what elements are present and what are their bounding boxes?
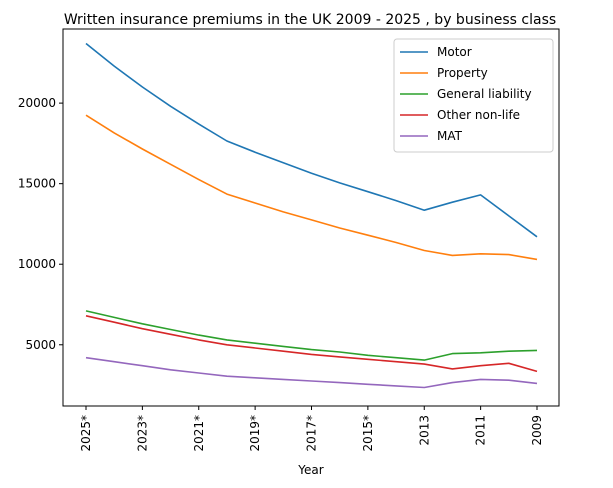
legend-entry-label: Motor [437, 45, 472, 59]
series-line-motor [85, 42, 538, 238]
x-tick-label: 2015* [361, 415, 375, 452]
chart-title: Written insurance premiums in the UK 200… [64, 12, 556, 28]
legend-box [393, 38, 554, 153]
series-line-mat [85, 356, 538, 389]
x-axis: 2025* 2023* 2021* 2019* 2017* 2015* 2013 2011 20… [79, 406, 544, 452]
x-tick-label: 2023* [135, 415, 149, 452]
legend-entry-label: General liability [437, 87, 532, 101]
x-tick-label: 2025* [79, 415, 93, 452]
x-tick-label: 2011 [474, 415, 488, 446]
series-line-property [85, 114, 538, 261]
y-tick-label: 5000 [25, 338, 56, 352]
series-lines [85, 42, 538, 389]
legend-entry-label: Property [437, 66, 488, 80]
x-tick-label: 2021* [192, 415, 206, 452]
y-tick-label: 20000 [18, 96, 56, 110]
x-tick-label: 2019* [248, 415, 262, 452]
series-line-general-liability [85, 310, 538, 361]
x-tick-label: 2009 [530, 415, 544, 446]
x-axis-label: Year [297, 463, 323, 477]
legend-entry-label: MAT [437, 129, 463, 143]
y-axis: 5000 10000 15000 20000 [18, 96, 63, 352]
x-tick-label: 2013 [417, 415, 431, 446]
y-tick-label: 10000 [18, 257, 56, 271]
legend: Motor Property General liability Other non-… [393, 38, 554, 153]
y-tick-label: 15000 [18, 177, 56, 191]
x-tick-label: 2017* [305, 415, 319, 452]
series-line-other-non-life [85, 315, 538, 373]
legend-entry-label: Other non-life [437, 108, 520, 122]
